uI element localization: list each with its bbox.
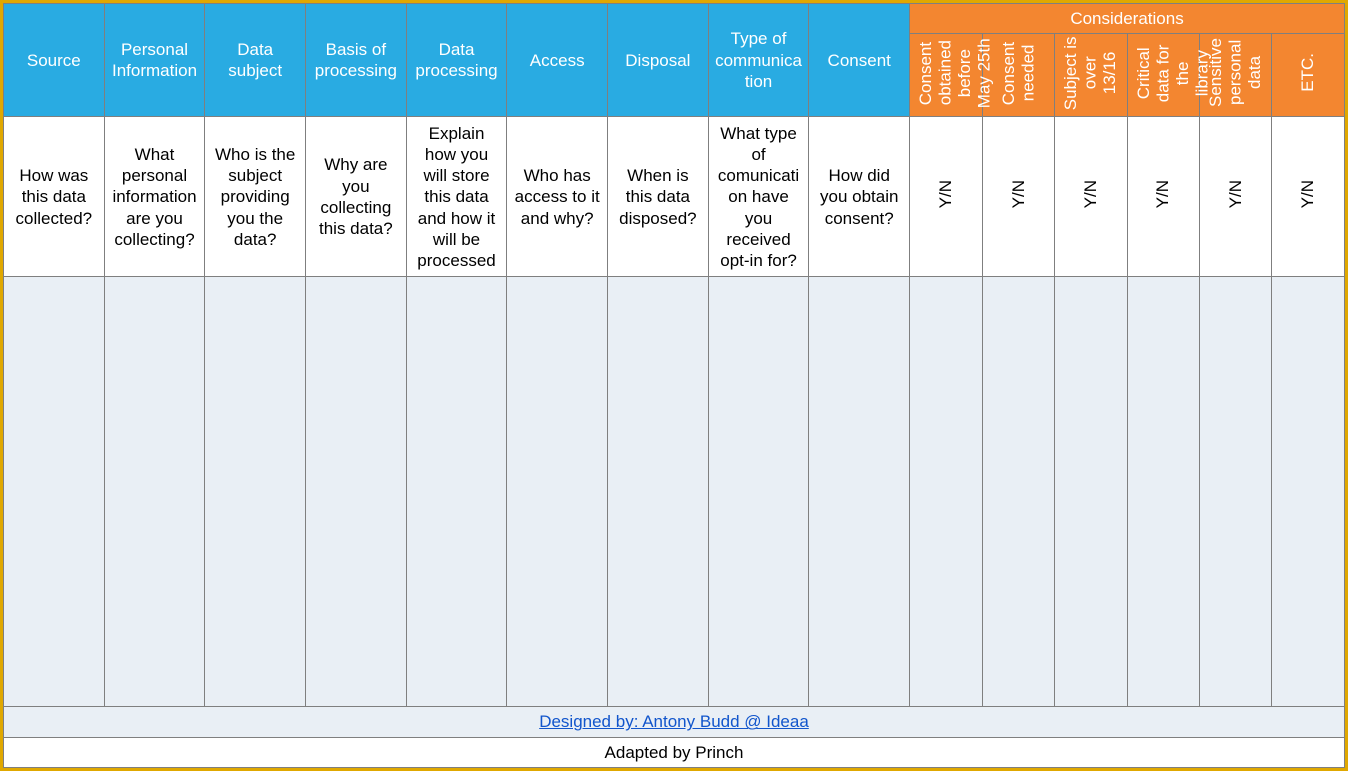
footer-link-row: Designed by: Antony Budd @ Ideaa [4,707,1345,737]
consid-header-etc: ETC. [1272,34,1345,117]
empty-cell [708,277,809,707]
adapted-by-text: Adapted by Princh [4,737,1345,767]
col-header-basis-processing: Basis of processing [306,4,407,117]
col-header-disposal: Disposal [608,4,709,117]
col-header-consent: Consent [809,4,910,117]
header-row-1: Source Personal Information Data subject… [4,4,1345,34]
empty-cell [1127,277,1199,707]
empty-cell [1272,277,1345,707]
col-header-personal-info: Personal Information [104,4,205,117]
desc-yn-subject-over: Y/N [1055,117,1127,277]
empty-cell [205,277,306,707]
footer-text-row: Adapted by Princh [4,737,1345,767]
desc-yn-consent-before: Y/N [910,117,982,277]
desc-yn-critical: Y/N [1127,117,1199,277]
col-header-data-processing: Data processing [406,4,507,117]
empty-cell [4,277,105,707]
col-header-communication-type: Type of communication [708,4,809,117]
empty-cell [104,277,205,707]
consid-header-consent-before-may25: Consent obtained before May 25th [910,34,982,117]
empty-cell [406,277,507,707]
desc-communication-type: What type of comunication have you recei… [708,117,809,277]
empty-body-row [4,277,1345,707]
designer-credit-link[interactable]: Designed by: Antony Budd @ Ideaa [4,707,1345,737]
description-row: How was this data collected? What person… [4,117,1345,277]
col-header-data-subject: Data subject [205,4,306,117]
desc-yn-sensitive: Y/N [1199,117,1271,277]
desc-data-processing: Explain how you will store this data and… [406,117,507,277]
empty-cell [1055,277,1127,707]
desc-yn-etc: Y/N [1272,117,1345,277]
desc-disposal: When is this data disposed? [608,117,709,277]
gdpr-audit-table-frame: Source Personal Information Data subject… [0,0,1348,771]
desc-access: Who has access to it and why? [507,117,608,277]
empty-cell [982,277,1054,707]
desc-basis-processing: Why are you collecting this data? [306,117,407,277]
desc-consent: How did you obtain consent? [809,117,910,277]
desc-yn-consent-needed: Y/N [982,117,1054,277]
empty-cell [608,277,709,707]
col-header-considerations: Considerations [910,4,1345,34]
empty-cell [809,277,910,707]
consid-header-critical-data: Critical data for the library [1127,34,1199,117]
col-header-source: Source [4,4,105,117]
desc-source: How was this data collected? [4,117,105,277]
empty-cell [306,277,407,707]
empty-cell [507,277,608,707]
empty-cell [910,277,982,707]
empty-cell [1199,277,1271,707]
consid-header-sensitive-data: Sensitive personal data [1199,34,1271,117]
desc-data-subject: Who is the subject providing you the dat… [205,117,306,277]
consid-header-subject-over-13-16: Subject is over 13/16 [1055,34,1127,117]
gdpr-audit-table: Source Personal Information Data subject… [3,3,1345,768]
col-header-access: Access [507,4,608,117]
desc-personal-info: What personal information are you collec… [104,117,205,277]
